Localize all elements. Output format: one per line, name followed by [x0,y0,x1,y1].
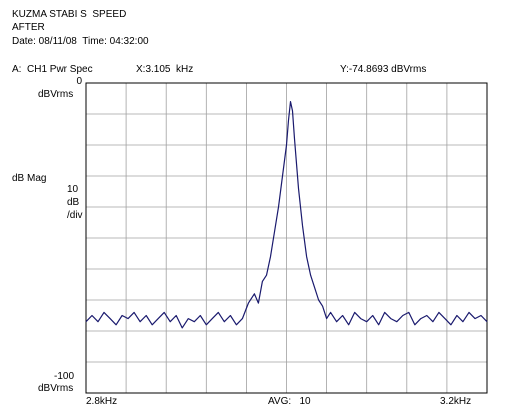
date-time-line: Date: 08/11/08 Time: 04:32:00 [12,36,149,47]
grid [86,83,487,393]
series-line [85,100,488,329]
y-top-unit: dBVrms [38,89,74,100]
y-marker-readout: Y:-74.8693 dBVrms [340,64,427,75]
x-end-label: 3.2kHz [440,396,472,407]
x-start-label: 2.8kHz [86,396,118,407]
y-axis-mag-label: dB Mag [12,173,47,184]
y-scale-value: 10 [67,184,79,195]
y-scale-unit: dB [67,197,80,208]
x-marker-readout: X:3.105 kHz [136,64,194,75]
y-top-value: 0 [76,76,82,87]
y-scale-per-div: /div [67,210,83,221]
averaging-label: AVG: 10 [268,396,311,407]
plot-frame [85,82,488,394]
title-line-2: AFTER [12,22,45,33]
title-line-1: KUZMA STABI S SPEED [12,9,127,20]
y-bottom-value: -100 [53,371,74,382]
y-bottom-unit: dBVrms [38,383,74,394]
trace-label: A: CH1 Pwr Spec [12,64,93,75]
